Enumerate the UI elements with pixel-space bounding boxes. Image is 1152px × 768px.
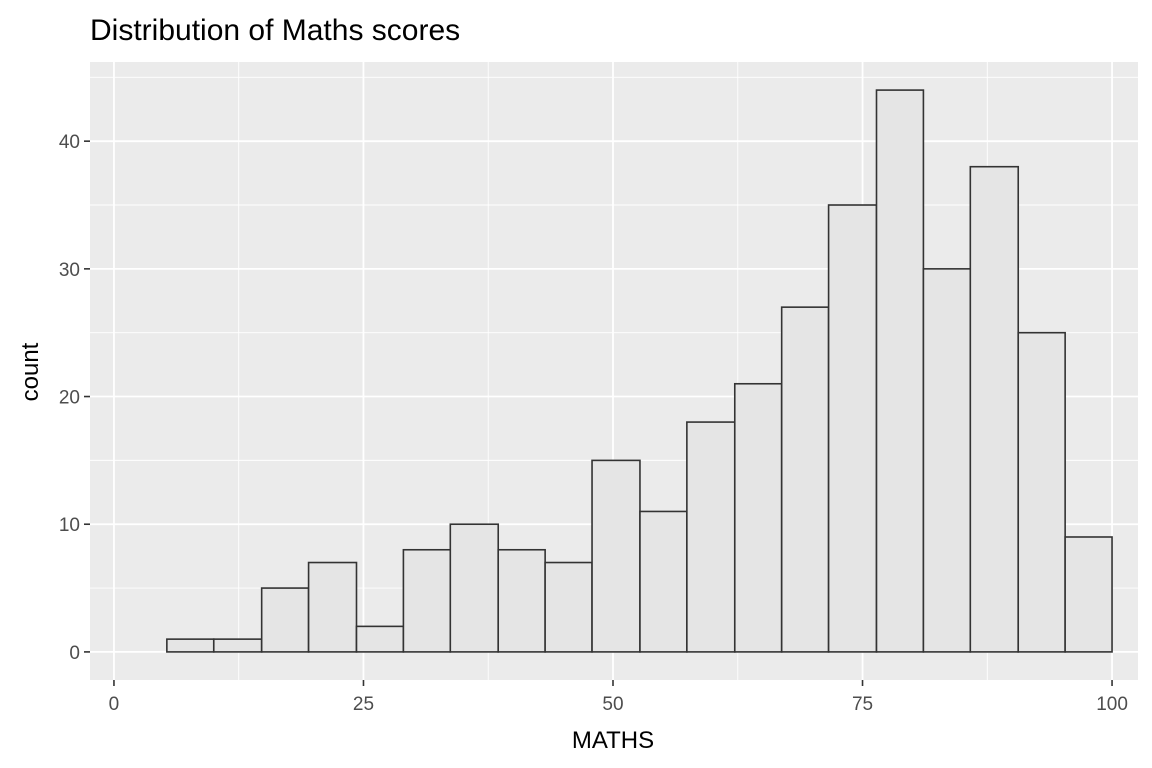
- histogram-bar: [260, 587, 310, 653]
- histogram-bars: [166, 89, 1113, 653]
- y-tick-label: 0: [69, 643, 80, 664]
- histogram-bar: [1017, 331, 1066, 653]
- histogram-bar: [922, 268, 972, 653]
- histogram-bar: [827, 204, 878, 653]
- histogram-bar: [402, 548, 452, 653]
- histogram-bar: [875, 89, 925, 653]
- y-tick-label: 10: [59, 515, 80, 536]
- x-tick-label: 0: [109, 694, 120, 715]
- histogram-bar: [212, 638, 263, 653]
- histogram-bar: [639, 510, 688, 653]
- histogram-bar: [686, 421, 736, 653]
- x-tick-label: 25: [353, 694, 374, 715]
- histogram-bar: [1064, 536, 1113, 653]
- histogram-bar: [449, 523, 500, 653]
- y-tick-label: 20: [59, 388, 80, 409]
- histogram-bar: [780, 306, 830, 653]
- histogram-bar: [591, 459, 641, 653]
- histogram-bar: [355, 625, 405, 653]
- x-tick-label: 100: [1096, 694, 1128, 715]
- histogram-bar: [307, 561, 358, 653]
- histogram-bar: [969, 165, 1020, 653]
- y-axis: 0 10 20 30 40: [59, 132, 90, 664]
- histogram-bar: [733, 382, 783, 653]
- x-axis-title: MATHS: [572, 727, 654, 754]
- y-tick-label: 40: [59, 132, 80, 153]
- x-axis: 0 25 50 75 100: [109, 680, 1128, 715]
- chart-title: Distribution of Maths scores: [90, 14, 460, 47]
- y-axis-title: count: [17, 342, 44, 401]
- y-tick-label: 30: [59, 260, 80, 281]
- histogram-bar: [497, 548, 546, 653]
- x-tick-label: 75: [852, 694, 873, 715]
- x-tick-label: 50: [602, 694, 623, 715]
- histogram-bar: [166, 638, 215, 653]
- histogram-bar: [544, 561, 593, 653]
